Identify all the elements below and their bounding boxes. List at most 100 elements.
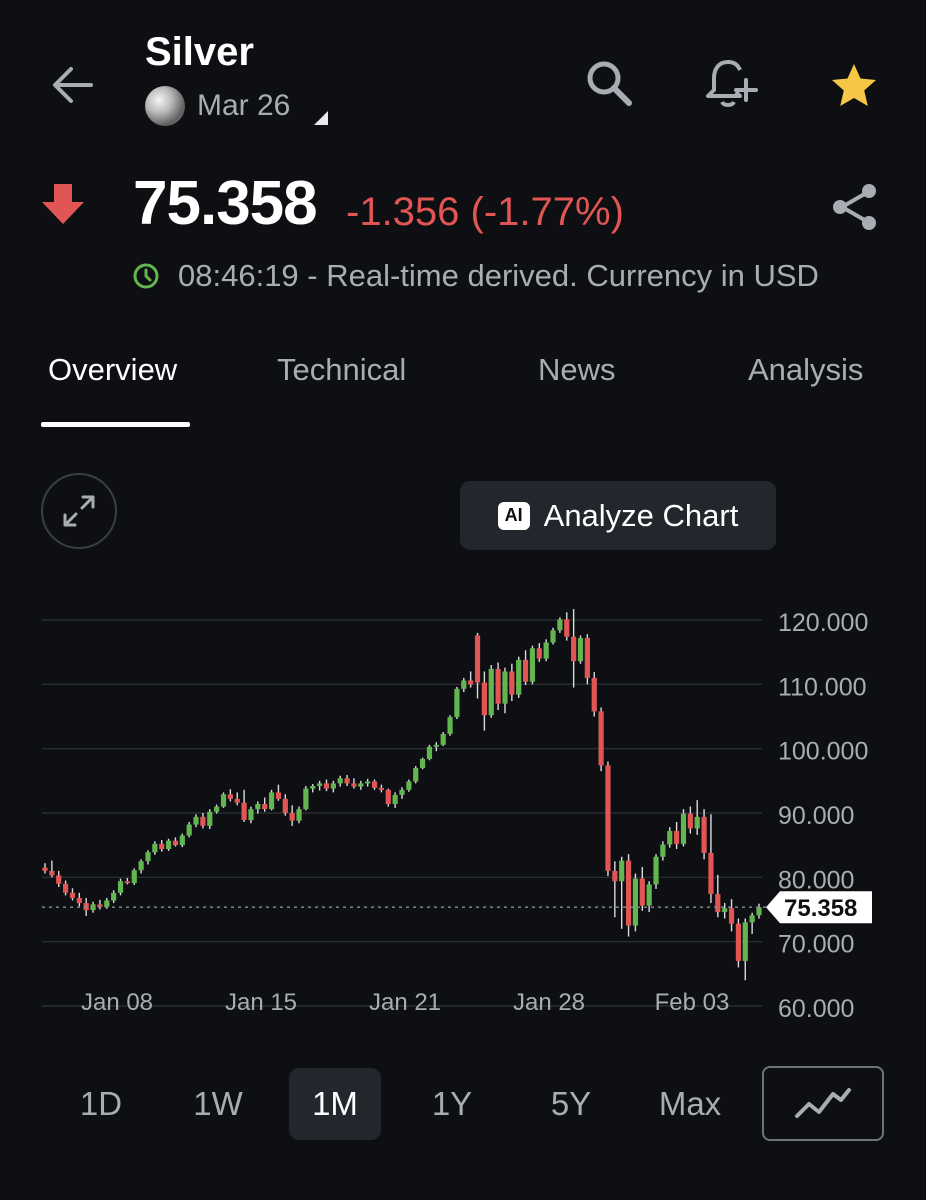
tab-news[interactable]: News	[538, 352, 616, 387]
candle-body	[481, 682, 487, 716]
candle-body	[461, 680, 467, 689]
candle-body	[454, 688, 460, 718]
candle	[687, 806, 693, 834]
candle	[756, 903, 762, 919]
candle-body	[619, 860, 625, 882]
last-price-tag-bg	[766, 891, 872, 924]
candle	[591, 672, 597, 717]
candle-body	[138, 861, 144, 871]
quote-time: 08:46:19	[178, 258, 299, 293]
back-arrow-icon	[53, 67, 93, 103]
candle-body	[516, 659, 522, 695]
candle-body	[152, 843, 158, 853]
candle-body	[282, 798, 288, 813]
candle	[632, 873, 639, 932]
price-chart[interactable]: 120.000 110.000 100.000 90.000 80.000 70.000 6…	[0, 590, 926, 1030]
candle-body	[124, 881, 130, 884]
candle-body	[440, 733, 446, 745]
candle-body	[495, 668, 501, 704]
analyze-chart-button[interactable]: AI Analyze Chart	[460, 481, 776, 550]
candle	[268, 789, 275, 811]
range-1y-button[interactable]: 1Y	[431, 1085, 473, 1122]
candle-body	[557, 619, 563, 631]
down-arrow-icon	[42, 184, 84, 224]
watchlist-star-button[interactable]	[826, 58, 882, 114]
candle	[413, 766, 419, 784]
candle-body	[399, 789, 405, 795]
candle-body	[165, 840, 172, 850]
candle-body	[97, 904, 103, 907]
candle	[461, 677, 467, 693]
add-alert-button[interactable]	[698, 52, 762, 116]
candle-body	[426, 746, 433, 759]
candle	[323, 779, 330, 792]
candle-body	[317, 783, 323, 786]
candle-body	[660, 844, 666, 857]
share-button[interactable]	[826, 178, 884, 236]
candle	[639, 867, 645, 911]
candle	[646, 881, 652, 913]
candle	[495, 662, 501, 711]
candle	[97, 899, 103, 910]
candle	[330, 780, 336, 793]
candle-body	[227, 794, 233, 799]
range-1w-button[interactable]: 1W	[193, 1085, 243, 1122]
candle	[612, 861, 618, 918]
candle-body	[433, 744, 439, 747]
candle	[275, 784, 282, 801]
candle	[255, 801, 261, 814]
candle-body	[667, 831, 673, 845]
candle-body	[605, 765, 611, 871]
candle	[385, 788, 391, 807]
candle-body	[330, 783, 336, 789]
candle-body	[193, 816, 199, 825]
candle	[468, 671, 474, 688]
candle	[584, 634, 590, 685]
tab-analysis[interactable]: Analysis	[748, 352, 864, 387]
expand-icon	[63, 495, 95, 527]
x-tick-label: Jan 08	[81, 989, 153, 1016]
tab-technical[interactable]: Technical	[277, 352, 407, 387]
candle	[419, 757, 426, 770]
candle-body	[248, 809, 254, 821]
contract-selector[interactable]: Mar 26	[145, 86, 329, 126]
candle-body	[337, 778, 343, 784]
candle-body	[241, 802, 247, 821]
ai-badge-icon: AI	[497, 501, 530, 530]
candle-body	[371, 781, 378, 788]
range-1m-button[interactable]: 1M	[289, 1068, 381, 1140]
candle	[605, 761, 611, 877]
candle	[474, 632, 481, 699]
range-1d-button[interactable]: 1D	[79, 1085, 123, 1122]
candle-body	[536, 648, 542, 659]
candle-body	[591, 677, 597, 712]
candle-body	[749, 915, 755, 923]
candle-body	[584, 638, 590, 678]
candle-body	[522, 659, 529, 682]
candle	[619, 856, 625, 929]
dropdown-triangle-icon	[314, 111, 329, 125]
candle-body	[687, 813, 693, 829]
candle-body	[159, 843, 165, 850]
candle	[227, 789, 233, 802]
candle	[248, 806, 254, 824]
last-price-tag: 75.358	[766, 891, 872, 924]
candle	[378, 784, 385, 793]
candle	[728, 899, 735, 932]
range-5y-button[interactable]: 5Y	[550, 1085, 592, 1122]
search-button[interactable]	[578, 52, 640, 114]
candle-body	[323, 783, 330, 789]
back-button[interactable]	[44, 56, 102, 114]
candle-body	[646, 884, 652, 906]
candle	[138, 859, 144, 874]
candle	[303, 785, 309, 811]
chart-type-button[interactable]	[762, 1066, 884, 1141]
candle-body	[701, 816, 707, 853]
candle	[680, 809, 687, 847]
tab-overview[interactable]: Overview	[48, 352, 178, 387]
candle	[159, 840, 165, 852]
expand-chart-button[interactable]	[41, 473, 117, 549]
candle	[282, 794, 288, 816]
candle	[708, 814, 714, 904]
range-max-button[interactable]: Max	[658, 1085, 722, 1122]
